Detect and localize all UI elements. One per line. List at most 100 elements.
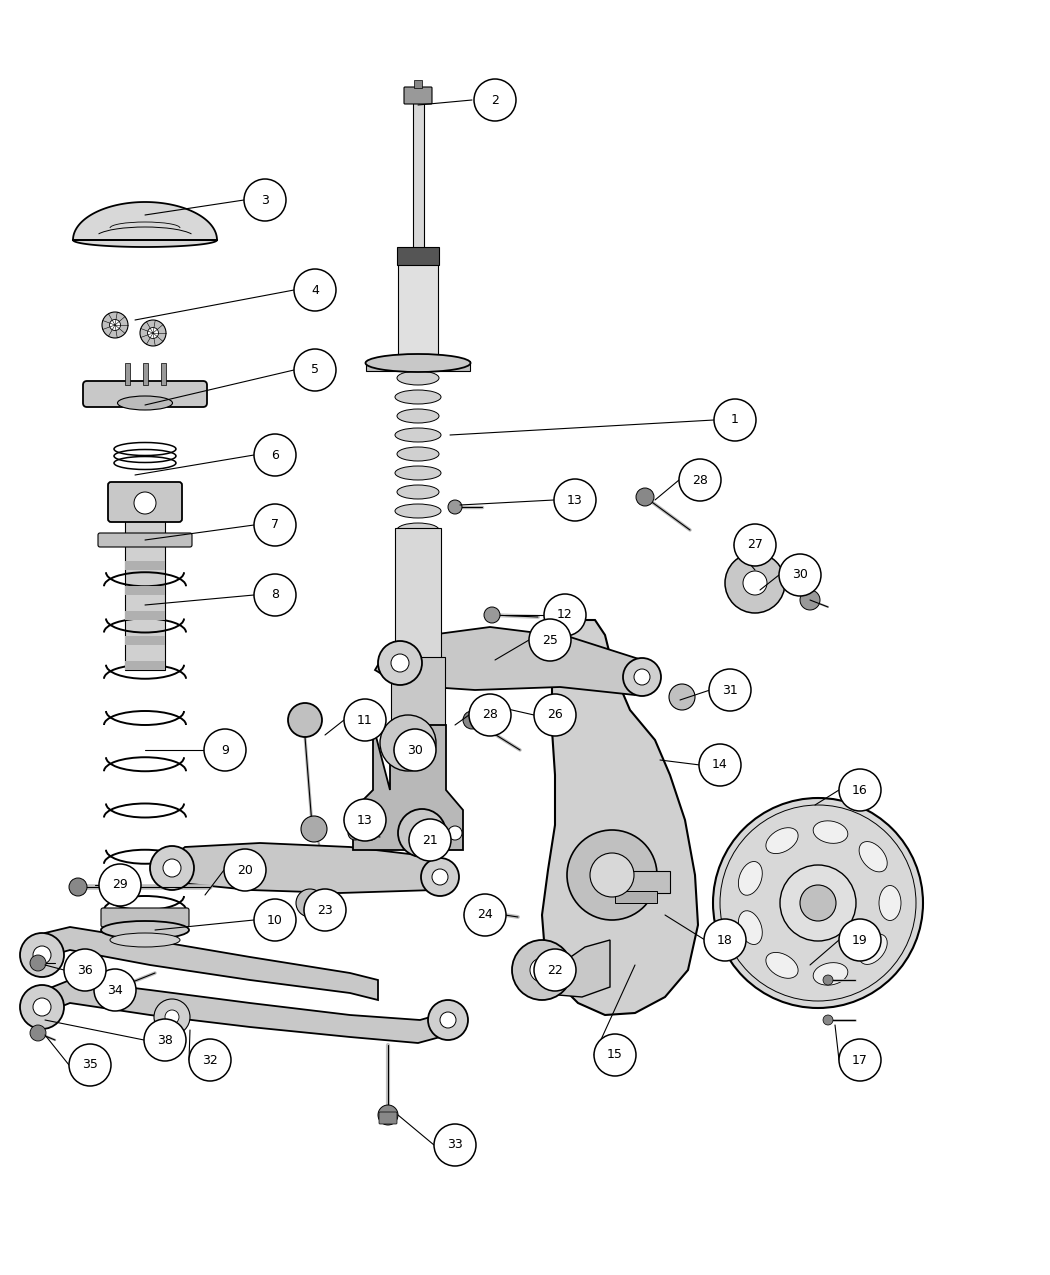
Circle shape [294,269,336,311]
Circle shape [144,1019,186,1061]
Circle shape [743,571,766,595]
Circle shape [474,79,516,121]
Text: 5: 5 [311,363,319,376]
Text: 13: 13 [567,493,583,506]
Ellipse shape [765,952,798,978]
Text: 15: 15 [607,1048,623,1062]
Circle shape [99,864,141,907]
Text: 19: 19 [853,933,868,946]
Text: 10: 10 [267,913,282,927]
Text: 34: 34 [107,983,123,997]
Ellipse shape [397,523,439,537]
Circle shape [544,594,586,636]
Circle shape [463,711,481,729]
Circle shape [30,1025,46,1040]
Text: 32: 32 [202,1053,218,1066]
Circle shape [465,903,479,917]
Circle shape [554,479,596,521]
Text: 16: 16 [853,784,868,797]
Polygon shape [74,201,217,247]
Circle shape [428,1000,468,1040]
Polygon shape [545,940,610,997]
Text: 11: 11 [357,714,373,727]
Text: 28: 28 [482,709,498,722]
Text: 13: 13 [357,813,373,826]
Circle shape [397,732,419,754]
Ellipse shape [738,862,762,895]
Ellipse shape [365,354,470,372]
Circle shape [364,826,378,840]
Polygon shape [375,627,652,695]
Circle shape [134,492,156,514]
Circle shape [398,810,446,857]
Bar [125,660,165,669]
Circle shape [800,885,836,921]
FancyBboxPatch shape [379,1112,397,1125]
Circle shape [254,899,296,941]
Circle shape [623,658,662,696]
Circle shape [254,504,296,546]
Ellipse shape [395,465,441,479]
Circle shape [94,969,136,1011]
Bar [143,363,147,385]
Circle shape [734,524,776,566]
Circle shape [254,574,296,616]
Text: 1: 1 [731,413,739,427]
Text: 36: 36 [77,964,92,977]
Circle shape [634,669,650,685]
Circle shape [704,919,745,961]
Circle shape [20,933,64,977]
Bar [398,255,438,360]
Bar [414,80,422,88]
Circle shape [800,590,820,609]
Text: 25: 25 [542,634,558,646]
Circle shape [33,998,51,1016]
Circle shape [150,847,194,890]
Ellipse shape [397,409,439,423]
Circle shape [669,683,695,710]
Circle shape [484,607,500,623]
Circle shape [189,1039,231,1081]
Bar [397,247,439,265]
Circle shape [448,500,462,514]
Bar [125,363,129,385]
Circle shape [244,179,286,221]
Circle shape [165,1010,178,1024]
Circle shape [391,654,410,672]
Circle shape [69,1044,111,1086]
Circle shape [204,729,246,771]
FancyBboxPatch shape [98,533,192,547]
Bar [615,871,670,892]
Circle shape [724,553,785,613]
Circle shape [394,729,436,771]
Circle shape [590,853,634,898]
Circle shape [530,958,554,982]
Text: 6: 6 [271,449,279,462]
Circle shape [102,312,128,338]
Text: 33: 33 [447,1139,463,1151]
Circle shape [839,1039,881,1081]
Ellipse shape [110,933,180,947]
Text: 38: 38 [158,1034,173,1047]
Circle shape [301,816,327,842]
Circle shape [69,878,87,896]
Text: 35: 35 [82,1058,98,1071]
Circle shape [714,399,756,441]
Circle shape [20,986,64,1029]
Bar [395,528,441,660]
Text: 7: 7 [271,519,279,532]
Bar [161,363,166,385]
Circle shape [469,694,511,736]
Circle shape [296,889,324,917]
Circle shape [224,849,266,891]
Ellipse shape [879,886,901,921]
Text: 9: 9 [222,743,229,756]
Circle shape [699,745,741,785]
Ellipse shape [813,963,847,986]
Circle shape [432,870,448,885]
Text: 12: 12 [558,608,573,621]
Circle shape [344,699,386,741]
Bar [125,636,165,645]
Circle shape [713,798,923,1009]
Polygon shape [542,620,698,1015]
